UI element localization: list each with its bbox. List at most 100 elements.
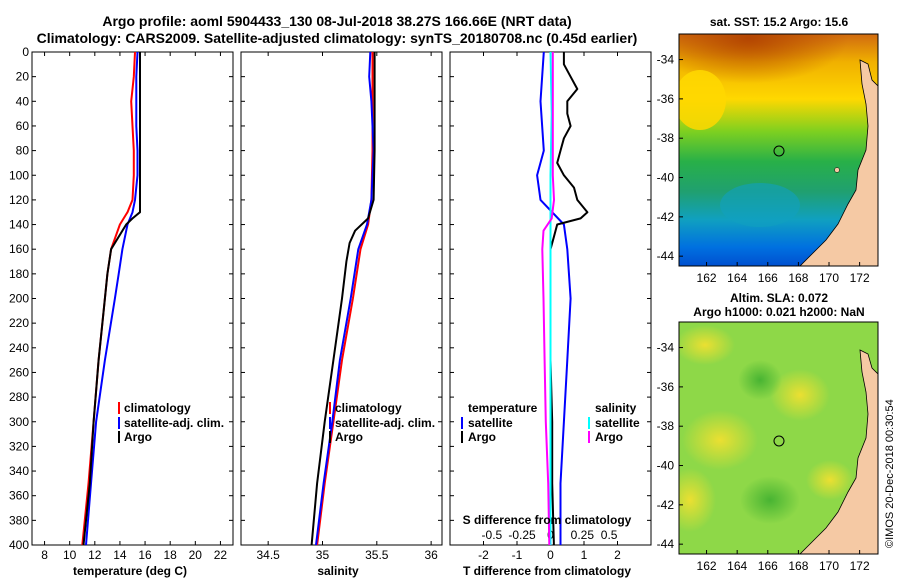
map-lat-label: -42 — [657, 498, 675, 512]
sla-low-1 — [738, 360, 782, 400]
salinity-argo-line — [310, 52, 376, 546]
x-tick-label: 35.5 — [365, 548, 389, 562]
sla-high-4 — [770, 369, 830, 421]
depth-tick-label: 320 — [9, 439, 29, 453]
legend-satellite-adj: satellite-adj. clim. — [335, 416, 435, 430]
salinity-diff-legend: salinity satellite Argo — [588, 401, 640, 444]
x-tick-label: 36 — [424, 548, 438, 562]
map-lon-label: 172 — [850, 271, 870, 285]
sla-map-title: Altim. SLA: 0.072 — [730, 291, 828, 305]
temperature-argo-line — [82, 52, 141, 546]
x-tick-label: 16 — [138, 548, 152, 562]
map-lat-label: -44 — [657, 537, 675, 551]
legend-argo: Argo — [335, 430, 363, 444]
temperature-panel: 0204060801001201401601802002202402602803… — [9, 45, 651, 578]
temperature-xlabel: temperature (deg C) — [73, 564, 187, 578]
s-diff-tick-label: 0.5 — [601, 528, 618, 542]
legend-temperature-title: temperature — [468, 401, 538, 415]
sla-high-5 — [806, 460, 854, 500]
x-tick-label: 18 — [164, 548, 178, 562]
sst-warm-tongue — [679, 70, 726, 130]
coast-detail — [834, 167, 840, 173]
salinity-axes-frame — [240, 51, 443, 546]
x-tick-label: 35 — [316, 548, 330, 562]
depth-tick-label: 180 — [9, 267, 29, 281]
legend-salinity-title: salinity — [595, 401, 637, 415]
sst-map-axes: 162 164 166 168 170 172 -34 -36 -38 -40 -42 -44 — [657, 53, 870, 285]
x-tick-label: 34.5 — [256, 548, 280, 562]
s-difference-label: S difference from climatology — [463, 513, 632, 527]
map-lon-label: 168 — [788, 271, 808, 285]
depth-tick-label: 40 — [16, 94, 30, 108]
map-lon-label: 164 — [727, 559, 747, 573]
s-diff-argo-line — [541, 52, 555, 546]
depth-tick-label: 200 — [9, 292, 29, 306]
temperature-lines — [81, 51, 141, 546]
t-difference-xlabel: T difference from climatology — [463, 564, 631, 578]
sla-map-axes: 162 164 166 168 170 172 -34 -36 -38 -40 -42 -44 — [657, 341, 870, 573]
map-lon-label: 162 — [697, 559, 717, 573]
difference-x-axis: -2 -1 0 1 2-0.5 -0.25 0 0.25 0.5 — [478, 52, 621, 562]
map-lat-label: -42 — [657, 210, 675, 224]
x-tick-label: 0 — [547, 548, 554, 562]
sla-map-frame — [678, 321, 879, 555]
legend-s-argo: Argo — [595, 430, 623, 444]
x-tick-label: 1 — [581, 548, 588, 562]
t-diff-satellite-line — [536, 51, 572, 545]
salinity-x-axis: 34.5 35 35.5 36 — [256, 52, 438, 562]
argo-position-marker — [773, 435, 785, 447]
legend-t-satellite: satellite — [468, 416, 513, 430]
map-lon-label: 166 — [758, 559, 778, 573]
salinity-satellite-line — [315, 51, 375, 546]
s-diff-tick-label: -0.5 — [482, 528, 503, 542]
figure-title-line1: Argo profile: aoml 5904433_130 08-Jul-20… — [102, 13, 571, 29]
x-tick-label: 20 — [189, 548, 203, 562]
legend-s-satellite: satellite — [595, 416, 640, 430]
sst-map-frame — [678, 33, 879, 267]
map-lat-label: -44 — [657, 249, 675, 263]
x-tick-label: 8 — [41, 548, 48, 562]
map-lat-label: -34 — [657, 341, 675, 355]
map-lon-label: 172 — [850, 559, 870, 573]
difference-panel: -2 -1 0 1 2-0.5 -0.25 0 0.25 0.5 S difference fr… — [449, 51, 652, 578]
legend-satellite-adj: satellite-adj. clim. — [124, 416, 224, 430]
map-lon-label: 168 — [788, 559, 808, 573]
depth-tick-label: 360 — [9, 489, 29, 503]
depth-tick-label: 340 — [9, 464, 29, 478]
argo-position-marker — [773, 145, 785, 157]
depth-tick-label: 220 — [9, 316, 29, 330]
salinity-legend: climatology satellite-adj. clim. Argo — [329, 401, 435, 444]
map-lat-label: -34 — [657, 53, 675, 67]
sst-map-title: sat. SST: 15.2 Argo: 15.6 — [710, 15, 849, 29]
map-lat-label: -40 — [657, 171, 675, 185]
depth-tick-label: 380 — [9, 513, 29, 527]
sst-map: sat. SST: 15.2 Argo: 15.6 162 164 166 168 17… — [657, 15, 879, 285]
depth-tick-label: 100 — [9, 168, 29, 182]
depth-tick-label: 280 — [9, 390, 29, 404]
depth-tick-label: 400 — [9, 538, 29, 552]
x-tick-label: 10 — [63, 548, 77, 562]
sla-map: Altim. SLA: 0.072 Argo h1000: 0.021 h200… — [657, 291, 879, 573]
new-zealand-land — [799, 349, 878, 554]
x-tick-label: 22 — [214, 548, 228, 562]
t-diff-argo-line — [549, 52, 589, 546]
map-lat-label: -40 — [657, 459, 675, 473]
map-lat-label: -36 — [657, 380, 675, 394]
depth-tick-label: 80 — [16, 144, 30, 158]
new-zealand-land — [799, 59, 878, 266]
depth-tick-label: 300 — [9, 415, 29, 429]
depth-tick-label: 120 — [9, 193, 29, 207]
temperature-x-axis: 8 10 12 14 16 18 20 22 — [41, 52, 227, 562]
x-tick-label: -1 — [512, 548, 523, 562]
s-diff-satellite-line — [549, 51, 553, 545]
x-tick-label: -2 — [478, 548, 489, 562]
map-lat-label: -36 — [657, 92, 675, 106]
temperature-satellite-line — [85, 51, 139, 546]
temperature-diff-legend: temperature satellite Argo — [461, 401, 538, 444]
map-lat-label: -38 — [657, 131, 675, 145]
sst-cool-patch — [720, 183, 800, 227]
legend-argo: Argo — [124, 430, 152, 444]
map-lat-label: -38 — [657, 419, 675, 433]
difference-lines — [536, 51, 589, 546]
